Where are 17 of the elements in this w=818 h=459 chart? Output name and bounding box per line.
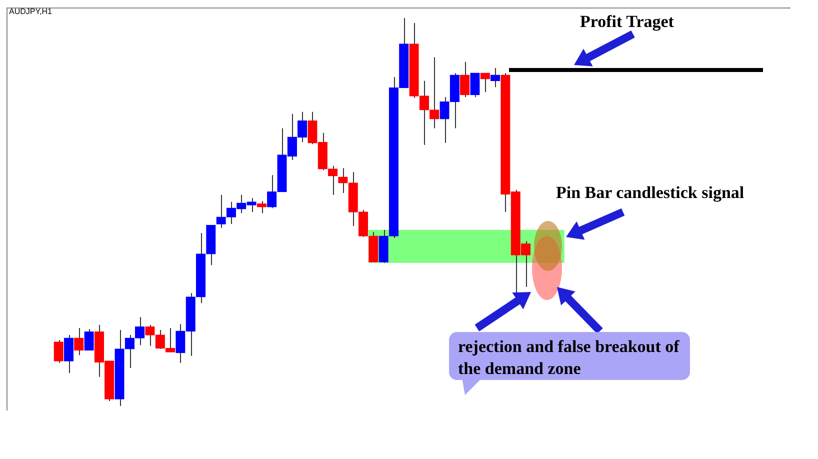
candlestick <box>84 328 94 351</box>
candlestick <box>328 165 338 196</box>
candlestick <box>419 80 430 146</box>
candlestick <box>358 210 368 238</box>
candlestick <box>430 56 440 129</box>
text: AUDJPY,H1 <box>9 7 52 16</box>
candlestick <box>216 194 226 228</box>
candlestick <box>460 61 470 98</box>
candlestick <box>470 72 480 98</box>
candlestick <box>54 340 64 364</box>
candlestick <box>490 68 500 88</box>
candlestick <box>64 334 74 374</box>
text: Profit Traget <box>580 12 674 32</box>
text: Pin Bar candlestick signal <box>556 183 744 203</box>
candlestick <box>338 168 348 194</box>
candlestick <box>256 200 267 214</box>
annotation: rejection and false breakout of the demand zone <box>458 336 680 380</box>
